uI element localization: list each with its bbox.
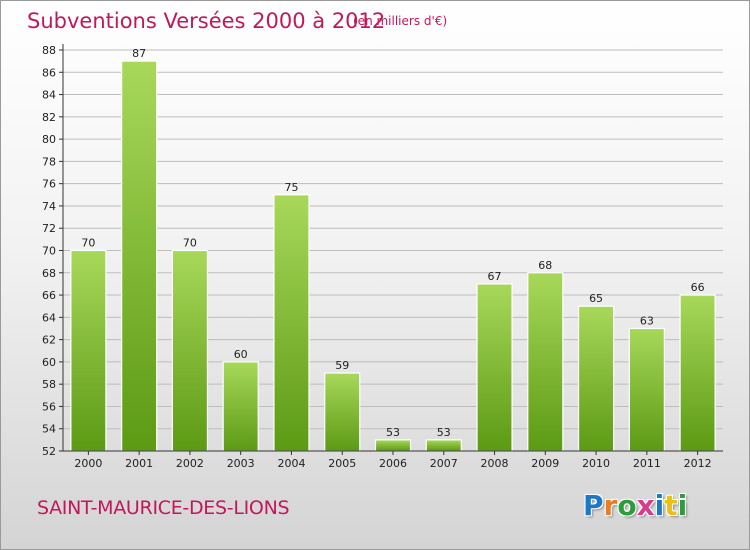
logo-letter: o — [617, 489, 637, 522]
x-tick-label: 2010 — [582, 457, 610, 470]
y-tick-label: 62 — [42, 334, 56, 347]
y-tick-label: 78 — [42, 155, 56, 168]
data-label-2012: 66 — [691, 281, 705, 294]
x-tick-label: 2009 — [531, 457, 559, 470]
y-tick-label: 76 — [42, 178, 56, 191]
data-label-2005: 59 — [335, 359, 349, 372]
bar-2007 — [425, 439, 462, 452]
logo-letter: i — [677, 489, 688, 522]
x-tick-label: 2011 — [633, 457, 661, 470]
x-tick-label: 2005 — [328, 457, 356, 470]
x-tick-label: 2007 — [430, 457, 458, 470]
data-label-2006: 53 — [386, 426, 400, 439]
y-tick-label: 52 — [42, 445, 56, 458]
x-tick-label: 2003 — [227, 457, 255, 470]
bar-2008 — [476, 283, 513, 452]
x-tick-label: 2000 — [74, 457, 102, 470]
chart-title: Subventions Versées 2000 à 2012 — [27, 9, 386, 33]
y-tick-label: 56 — [42, 400, 56, 413]
logo-letter: P — [583, 489, 604, 522]
data-label-2004: 75 — [284, 181, 298, 194]
data-label-2010: 65 — [589, 292, 603, 305]
y-tick-label: 70 — [42, 245, 56, 258]
y-tick-label: 80 — [42, 133, 56, 146]
x-tick-label: 2012 — [684, 457, 712, 470]
data-label-2003: 60 — [234, 348, 248, 361]
bar-2001 — [121, 60, 158, 452]
y-tick-label: 64 — [42, 311, 56, 324]
logo-letter: t — [664, 489, 678, 522]
y-tick-label: 60 — [42, 356, 56, 369]
data-label-2000: 70 — [81, 237, 95, 250]
logo-letter: r — [603, 489, 618, 522]
y-tick-label: 58 — [42, 378, 56, 391]
bar-2003 — [222, 361, 259, 452]
data-labels: 70 87 70 60 75 59 53 53 67 68 65 63 66 — [81, 47, 704, 439]
bar-2000 — [70, 249, 107, 452]
bar-2012 — [679, 294, 716, 452]
bar-2010 — [577, 305, 615, 452]
x-tick-label: 2008 — [481, 457, 509, 470]
data-label-2001: 87 — [132, 47, 146, 60]
y-tick-label: 82 — [42, 111, 56, 124]
y-tick-label: 84 — [42, 89, 56, 102]
y-tick-label: 86 — [42, 66, 56, 79]
chart-subtitle: (en milliers d'€) — [353, 14, 448, 28]
logo-letter: x — [636, 489, 655, 522]
bar-2005 — [324, 372, 361, 452]
x-tick-label: 2006 — [379, 457, 407, 470]
data-label-2002: 70 — [183, 237, 197, 250]
y-tick-label: 68 — [42, 267, 56, 280]
grid-lines — [63, 49, 723, 430]
y-tick-label: 88 — [42, 44, 56, 57]
data-label-2008: 67 — [488, 270, 502, 283]
data-label-2007: 53 — [437, 426, 451, 439]
data-label-2011: 63 — [640, 314, 654, 327]
data-label-2009: 68 — [538, 259, 552, 272]
bar-2004 — [273, 194, 310, 452]
bar-2006 — [374, 439, 412, 452]
proxiti-logo: Proxiti — [583, 489, 687, 522]
axes: 52 54 56 58 60 62 64 66 68 70 72 74 76 78 80 82 84 86 88 20… — [42, 44, 723, 470]
x-tick-label: 2004 — [277, 457, 305, 470]
x-tick-label: 2002 — [176, 457, 204, 470]
bar-2011 — [628, 327, 665, 452]
y-tick-label: 54 — [42, 423, 56, 436]
y-tick-label: 74 — [42, 200, 56, 213]
commune-name: SAINT-MAURICE-DES-LIONS — [37, 497, 290, 519]
x-tick-label: 2001 — [125, 457, 153, 470]
y-tick-label: 72 — [42, 222, 56, 235]
logo-letter: i — [654, 489, 665, 522]
bar-2009 — [527, 272, 564, 452]
bar-2002 — [171, 249, 209, 452]
y-tick-label: 66 — [42, 289, 56, 302]
bars — [70, 60, 716, 452]
